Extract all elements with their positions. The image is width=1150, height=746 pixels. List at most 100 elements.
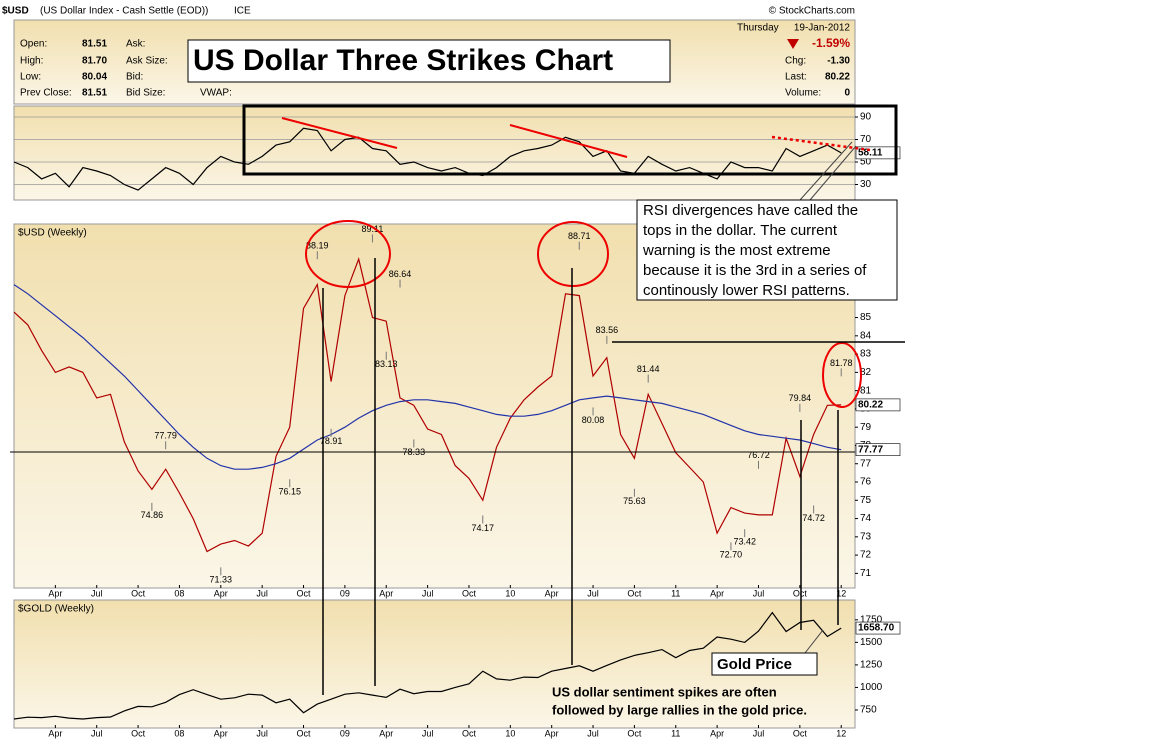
annotation-label: 83.13 [375, 359, 398, 369]
annotation-label: 75.63 [623, 496, 646, 506]
last-value: 77.77 [858, 444, 883, 455]
note-line: because it is the 3rd in a series of [643, 262, 867, 279]
quote-value: -1.30 [827, 56, 850, 67]
annotation-label: 74.86 [141, 510, 164, 520]
note-line: tops in the dollar. The current [643, 222, 838, 239]
quote-value: 0 [844, 88, 850, 99]
note-line: followed by large rallies in the gold pr… [552, 702, 807, 717]
annotation-label: 86.64 [389, 269, 412, 279]
x-tick-label: 08 [174, 728, 184, 738]
quote-value: 81.51 [82, 39, 107, 50]
x-tick-label: Apr [214, 588, 228, 598]
last-value-box [855, 146, 901, 160]
x-tick-label: 11 [671, 588, 680, 598]
rsi-box [242, 104, 898, 176]
annotation-label: 72.70 [720, 550, 743, 560]
quote-label: VWAP: [200, 88, 232, 99]
x-tick-label: 12 [836, 728, 846, 738]
change-pct: -1.59% [812, 36, 850, 50]
quote-label: Ask Size: [126, 56, 168, 67]
last-value-box [855, 621, 901, 635]
y-tick-label: 30 [860, 179, 872, 190]
x-tick-label: Apr [545, 728, 559, 738]
x-tick-label: Apr [710, 728, 724, 738]
highlight [305, 220, 391, 288]
annotation-label: 83.56 [596, 325, 619, 335]
y-tick-label: 1750 [860, 614, 883, 625]
note-line: continously lower RSI patterns. [643, 282, 850, 299]
quote-value: 80.22 [825, 72, 850, 83]
annotation-label: 79.84 [789, 393, 812, 403]
highlight [537, 221, 609, 287]
y-tick-label: 71 [860, 568, 872, 579]
y-tick-label: 750 [860, 705, 877, 716]
y-tick-label: 77 [860, 458, 872, 469]
panel-label: $USD (Weekly) [18, 228, 87, 239]
title-box [187, 39, 671, 83]
x-tick-label: Jul [422, 588, 434, 598]
quote-date: 19-Jan-2012 [794, 23, 851, 34]
x-tick-label: Oct [462, 728, 477, 738]
pointer [809, 145, 857, 201]
credit: © StockCharts.com [769, 6, 855, 17]
quote-day: Thursday [737, 23, 779, 34]
quote-label: Bid Size: [126, 88, 165, 99]
quote-label: High: [20, 56, 43, 67]
x-tick-label: Oct [793, 588, 808, 598]
x-tick-label: 09 [340, 728, 350, 738]
x-tick-label: Jul [422, 728, 434, 738]
last-value: 80.22 [858, 400, 883, 411]
symbol: $USD [2, 6, 29, 17]
y-tick-label: 75 [860, 495, 872, 506]
x-tick-label: 10 [505, 588, 515, 598]
y-tick-label: 90 [860, 112, 872, 123]
quote-label: Bid: [126, 72, 143, 83]
x-tick-label: 11 [671, 728, 680, 738]
gold-label: Gold Price [717, 656, 792, 673]
y-tick-label: 70 [860, 134, 872, 145]
y-tick-label: 1000 [860, 682, 883, 693]
trend-line [281, 117, 398, 149]
main-title: US Dollar Three Strikes Chart [193, 44, 613, 77]
annotation-label: 76.72 [747, 450, 770, 460]
quote-label: Prev Close: [20, 88, 72, 99]
annotation-label: 74.72 [802, 513, 825, 523]
y-tick-label: 76 [860, 477, 872, 488]
quote-label: Low: [20, 72, 41, 83]
annotation-label: 88.19 [306, 241, 329, 251]
quote-label: Last: [785, 72, 807, 83]
quote-value: 81.51 [82, 88, 107, 99]
gold-label-box [711, 652, 818, 676]
x-tick-label: Oct [297, 728, 312, 738]
x-tick-label: Jul [256, 728, 268, 738]
note-line: RSI divergences have called the [643, 202, 858, 219]
y-tick-label: 81 [860, 385, 872, 396]
annotation-label: 81.44 [637, 364, 660, 374]
note-line: warning is the most extreme [642, 242, 831, 259]
quote-label: Chg: [785, 56, 806, 67]
annotation-label: 89.11 [362, 224, 384, 234]
last-value-box [855, 443, 901, 456]
x-tick-label: Apr [214, 728, 228, 738]
pointer [804, 629, 824, 654]
x-tick-label: Jul [256, 588, 268, 598]
y-tick-label: 1250 [860, 660, 883, 671]
quote-label: Open: [20, 39, 47, 50]
x-tick-label: Oct [462, 588, 477, 598]
y-tick-label: 50 [860, 157, 872, 168]
last-value-box [855, 398, 901, 412]
x-tick-label: Jul [753, 588, 765, 598]
y-tick-label: 85 [860, 312, 872, 323]
x-tick-label: 08 [174, 588, 184, 598]
annotation-label: 88.71 [568, 231, 591, 241]
x-tick-label: Apr [379, 588, 393, 598]
x-tick-label: Oct [131, 728, 146, 738]
x-tick-label: 12 [836, 588, 846, 598]
y-tick-label: 73 [860, 531, 872, 542]
x-tick-label: Oct [297, 588, 312, 598]
x-tick-label: Apr [710, 588, 724, 598]
x-tick-label: Jul [753, 728, 765, 738]
x-tick-label: 10 [505, 728, 515, 738]
y-tick-label: 83 [860, 349, 872, 360]
